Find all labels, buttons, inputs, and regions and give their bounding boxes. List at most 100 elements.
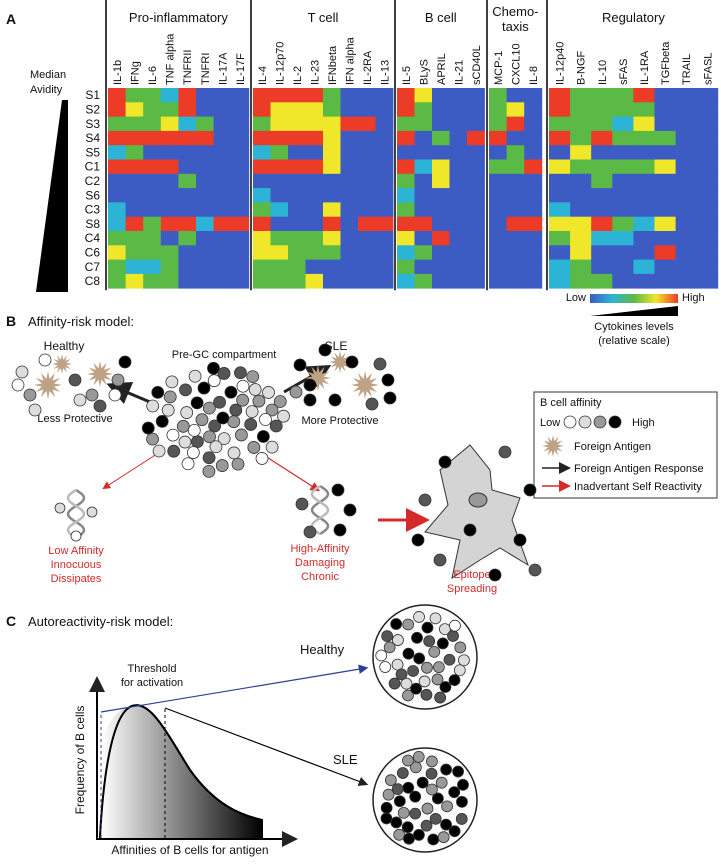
heat-cell [506,130,525,146]
b-cell [259,413,272,426]
heat-cell [305,259,324,275]
column-label: TNF alpha [165,33,177,85]
heat-cell [160,202,179,218]
b-cell [402,618,415,631]
column-label: sCD40L [471,45,483,85]
b-cell [303,525,317,539]
b-cell [608,415,622,429]
b-cell [202,451,216,465]
b-cell [449,619,461,632]
heat-cell [288,245,306,260]
legend-title: B cell affinity [540,397,602,409]
heat-cell [358,273,376,289]
heat-cell [654,116,676,132]
high-outcome: Chronic [301,571,339,583]
b-cell [429,612,442,625]
heat-cell [253,216,271,232]
heat-cell [654,159,676,175]
heat-cell [323,202,341,218]
heat-cell [414,273,433,289]
row-label: S2 [85,102,100,116]
heat-cell [591,116,613,132]
heat-cell [414,173,433,189]
b-cell [246,370,260,384]
heat-cell [323,116,341,132]
heat-cell [506,159,525,175]
antigen [305,365,331,391]
b-cell [186,446,200,459]
b-cell [163,390,177,404]
colorbar-high: High [682,292,705,304]
heat-cell [397,216,415,232]
b-cell [381,630,394,642]
antigen [329,351,351,373]
heat-cell [160,259,179,275]
heat-cell [288,130,306,146]
heat-cell [524,173,543,189]
b-cell [563,415,577,429]
heat-cell [696,273,719,289]
heat-cell [358,145,376,160]
heat-cell [612,116,634,132]
heat-cell [178,188,197,203]
heat-cell [414,188,433,203]
heat-cell [253,188,271,203]
heat-cell [143,273,162,289]
heat-cell [633,202,655,218]
heat-cell [397,102,415,117]
heat-cell [612,130,634,146]
column-label: sFASL [702,53,714,85]
b-cell [379,661,392,673]
legend-response: Foreign Antigen Response [574,463,704,475]
heat-cell [506,273,525,289]
heat-cell [633,216,655,232]
column-label: IL-2 [292,66,304,85]
row-label: C3 [85,203,101,217]
heat-cell [696,116,719,132]
heat-cell [449,259,468,275]
heat-cell [489,188,507,203]
b-cell [179,383,192,397]
heat-cell [675,231,698,246]
column-label: IL-1b [112,60,124,85]
heat-cell [160,273,179,289]
heat-cell [323,130,341,146]
column-label: IL-23 [309,60,321,85]
b-cell [167,444,181,458]
heat-cell [612,273,634,289]
heat-cell [449,245,468,260]
b-cell [93,399,107,413]
b-cell [381,373,395,387]
heat-cell [633,259,655,275]
heat-cell [612,102,634,117]
b-cell [438,455,452,469]
heat-cell [253,202,271,218]
legend-self: Inadvertant Self Reactivity [574,481,702,493]
sle-label: SLE [333,752,358,767]
heat-cell [570,202,592,218]
heat-cell [213,202,232,218]
heat-cell [397,145,415,160]
heat-cell [288,159,306,175]
dna [310,484,330,536]
b-cell [528,563,542,577]
column-label: MCP-1 [493,51,505,85]
b-cell [421,661,433,674]
heat-cell [196,216,214,232]
heat-cell [570,188,592,203]
heat-cell [591,188,613,203]
dna [310,484,330,536]
heat-cell [549,130,571,146]
low-outcome: Low Affinity [48,545,104,557]
heat-cell [414,102,433,117]
heat-cell [213,88,232,103]
heat-cell [143,102,162,117]
arrow [261,453,321,492]
heat-cell [340,130,359,146]
heat-cell [449,88,468,103]
heat-cell [524,188,543,203]
b-cell [441,800,453,813]
heat-cell [178,245,197,260]
heat-cell [178,145,197,160]
heat-cell [591,259,613,275]
